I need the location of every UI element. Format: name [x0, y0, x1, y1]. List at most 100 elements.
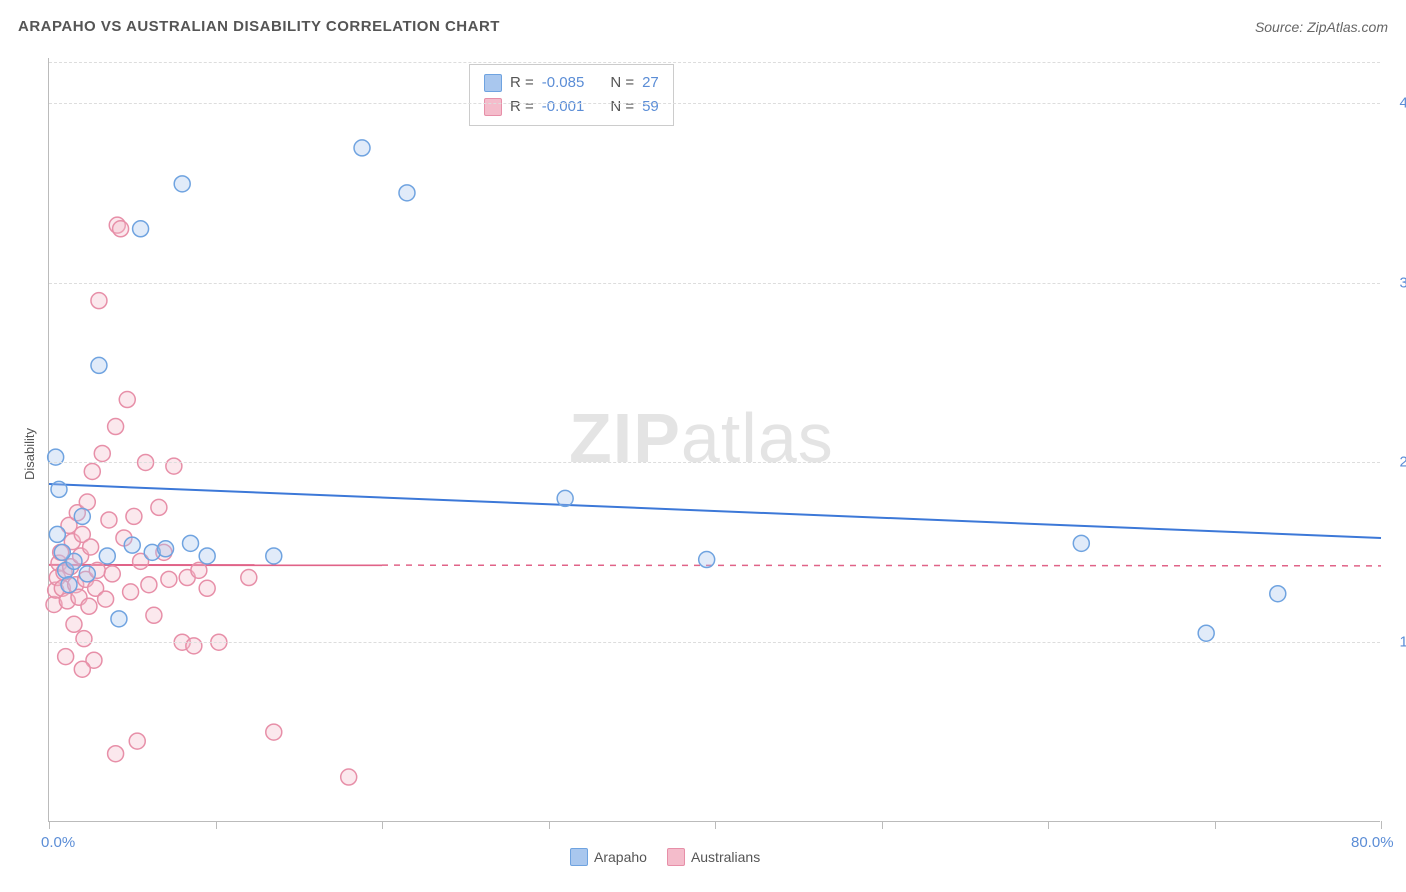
scatter-point	[199, 548, 215, 564]
scatter-point	[83, 539, 99, 555]
scatter-point	[699, 552, 715, 568]
scatter-point	[84, 463, 100, 479]
scatter-point	[124, 537, 140, 553]
x-tick	[1215, 821, 1216, 829]
title-bar: ARAPAHO VS AUSTRALIAN DISABILITY CORRELA…	[18, 18, 1388, 35]
scatter-point	[186, 638, 202, 654]
legend-series-item: Arapaho	[570, 848, 647, 866]
scatter-point	[111, 611, 127, 627]
scatter-point	[113, 221, 129, 237]
n-value: 59	[642, 95, 659, 119]
gridline-h	[49, 642, 1380, 643]
scatter-point	[94, 445, 110, 461]
x-tick	[1381, 821, 1382, 829]
gridline-h	[49, 62, 1380, 63]
x-tick	[382, 821, 383, 829]
scatter-point	[66, 616, 82, 632]
chart-svg	[49, 58, 1380, 821]
y-tick-label: 10.0%	[1399, 634, 1406, 651]
r-label: R =	[510, 71, 534, 95]
scatter-point	[158, 541, 174, 557]
scatter-point	[557, 490, 573, 506]
scatter-point	[341, 769, 357, 785]
scatter-point	[1198, 625, 1214, 641]
scatter-point	[108, 746, 124, 762]
x-tick	[1048, 821, 1049, 829]
legend-series: Arapaho Australians	[570, 848, 760, 866]
scatter-point	[266, 724, 282, 740]
y-tick-label: 30.0%	[1399, 274, 1406, 291]
scatter-point	[133, 221, 149, 237]
scatter-point	[108, 419, 124, 435]
scatter-point	[76, 631, 92, 647]
legend-swatch	[667, 848, 685, 866]
x-tick	[715, 821, 716, 829]
x-tick	[216, 821, 217, 829]
scatter-point	[91, 357, 107, 373]
legend-series-item: Australians	[667, 848, 760, 866]
scatter-point	[183, 535, 199, 551]
legend-correlation-row: R =-0.085N =27	[484, 71, 659, 95]
y-tick-label: 20.0%	[1399, 454, 1406, 471]
legend-correlation-row: R = -0.001 N = 59	[484, 95, 659, 119]
legend-series-label: Arapaho	[594, 849, 647, 865]
scatter-point	[79, 566, 95, 582]
x-tick	[549, 821, 550, 829]
gridline-h	[49, 103, 1380, 104]
scatter-point	[119, 392, 135, 408]
y-axis-label: Disability	[22, 428, 37, 480]
scatter-point	[49, 526, 65, 542]
r-value: -0.085	[542, 71, 585, 95]
scatter-point	[266, 548, 282, 564]
gridline-h	[49, 283, 1380, 284]
scatter-point	[123, 584, 139, 600]
scatter-point	[58, 649, 74, 665]
scatter-point	[61, 577, 77, 593]
scatter-point	[199, 580, 215, 596]
scatter-point	[51, 481, 67, 497]
scatter-point	[54, 544, 70, 560]
r-label: R =	[510, 95, 534, 119]
regression-line-arapaho	[49, 484, 1381, 538]
scatter-point	[151, 499, 167, 515]
scatter-point	[354, 140, 370, 156]
y-tick-label: 40.0%	[1399, 94, 1406, 111]
scatter-point	[174, 176, 190, 192]
scatter-point	[79, 494, 95, 510]
gridline-h	[49, 462, 1380, 463]
scatter-point	[399, 185, 415, 201]
x-tick-label: 80.0%	[1351, 834, 1394, 851]
regression-line-dashed-australians	[382, 565, 1381, 566]
legend-correlation: R = -0.085 N = 27R = -0.001 N = 59	[469, 64, 674, 126]
legend-swatch	[484, 74, 502, 92]
chart-title: ARAPAHO VS AUSTRALIAN DISABILITY CORRELA…	[18, 18, 500, 35]
scatter-point	[74, 508, 90, 524]
n-value: 27	[642, 71, 659, 95]
scatter-point	[191, 562, 207, 578]
scatter-point	[99, 548, 115, 564]
legend-swatch	[570, 848, 588, 866]
n-label: N =	[610, 95, 634, 119]
scatter-point	[161, 571, 177, 587]
scatter-point	[129, 733, 145, 749]
scatter-point	[91, 293, 107, 309]
legend-swatch	[484, 98, 502, 116]
scatter-point	[81, 598, 97, 614]
source-label: Source: ZipAtlas.com	[1255, 19, 1388, 35]
x-tick	[882, 821, 883, 829]
x-tick-label: 0.0%	[41, 834, 75, 851]
scatter-point	[141, 577, 157, 593]
scatter-point	[166, 458, 182, 474]
r-value: -0.001	[542, 95, 585, 119]
scatter-point	[1073, 535, 1089, 551]
scatter-point	[74, 661, 90, 677]
scatter-point	[126, 508, 142, 524]
scatter-point	[104, 566, 120, 582]
x-tick	[49, 821, 50, 829]
scatter-point	[98, 591, 114, 607]
plot-area: ZIPatlas R =-0.085N =27R =-0.001N =59 10…	[48, 58, 1380, 822]
legend-series-label: Australians	[691, 849, 760, 865]
scatter-point	[101, 512, 117, 528]
scatter-point	[146, 607, 162, 623]
scatter-point	[241, 570, 257, 586]
